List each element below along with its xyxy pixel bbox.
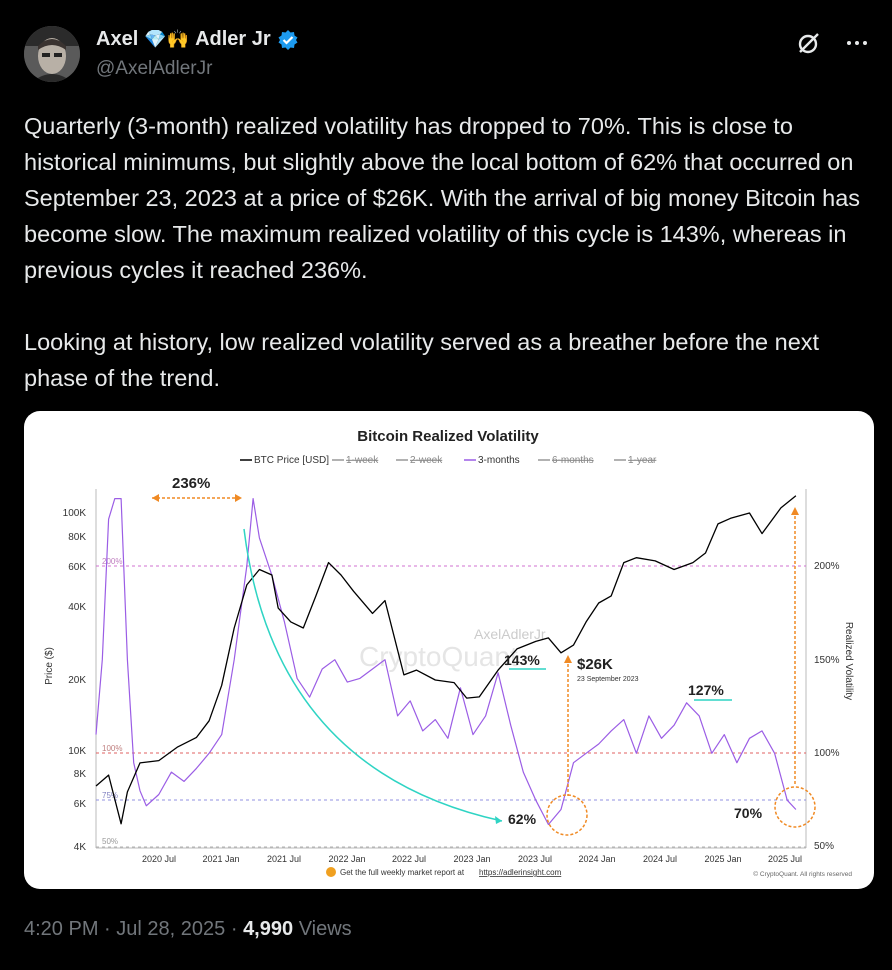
avatar[interactable] bbox=[24, 26, 80, 82]
chart-legend: BTC Price [USD] 1-week 2-week 3-months 6… bbox=[240, 455, 657, 466]
author-name-emoji: 💎🙌 bbox=[144, 29, 190, 49]
meta-separator: · bbox=[230, 918, 238, 940]
verified-badge-icon bbox=[278, 29, 298, 50]
author-name-suffix[interactable]: Adler Jr bbox=[195, 28, 271, 50]
legend-item: 3-months bbox=[478, 455, 520, 466]
y-left-tick: 10K bbox=[68, 746, 86, 757]
ref-label-200: 200% bbox=[102, 557, 122, 566]
legend-item: 1-week bbox=[346, 455, 379, 466]
chart-footer-text: Get the full weekly market report at bbox=[340, 868, 465, 877]
ref-label-50: 50% bbox=[102, 837, 118, 846]
author-name-row[interactable]: Axel 💎🙌 Adler Jr bbox=[96, 28, 299, 51]
x-tick: 2022 Jan bbox=[328, 854, 365, 864]
marker-62-circle bbox=[546, 794, 588, 836]
y-left-ticks: 100K 80K 60K 40K 20K 10K 8K 6K 4K bbox=[63, 508, 87, 853]
more-icon[interactable] bbox=[846, 40, 868, 46]
watermark-logo: CryptoQuant bbox=[359, 641, 518, 672]
annotation-62: 62% bbox=[508, 811, 537, 827]
annotation-127: 127% bbox=[688, 682, 724, 698]
chart-title: Bitcoin Realized Volatility bbox=[357, 428, 539, 445]
y-left-label: Price ($) bbox=[44, 647, 55, 685]
reference-lines: 200% 100% 75% 50% bbox=[96, 557, 806, 848]
x-tick: 2021 Jul bbox=[267, 854, 301, 864]
avatar-image bbox=[24, 26, 80, 82]
grok-icon[interactable] bbox=[796, 30, 822, 56]
author-name[interactable]: Axel bbox=[96, 28, 139, 50]
x-tick: 2021 Jan bbox=[202, 854, 239, 864]
x-ticks: 2020 Jul 2021 Jan 2021 Jul 2022 Jan 2022… bbox=[142, 854, 802, 864]
legend-item: 1-year bbox=[628, 455, 657, 466]
tweet-date[interactable]: Jul 28, 2025 bbox=[116, 918, 226, 940]
price-line bbox=[95, 495, 797, 825]
volatility-chart: Bitcoin Realized Volatility BTC Price [U… bbox=[44, 428, 854, 878]
x-tick: 2020 Jul bbox=[142, 854, 176, 864]
decay-arrow-head bbox=[495, 816, 502, 824]
decay-arrow bbox=[243, 528, 503, 822]
annotation-143: 143% bbox=[504, 652, 540, 668]
footer-bullet-icon bbox=[326, 867, 336, 877]
legend-item: 2-week bbox=[410, 455, 443, 466]
y-left-tick: 6K bbox=[74, 799, 87, 810]
x-tick: 2025 Jan bbox=[704, 854, 741, 864]
views-label: Views bbox=[298, 918, 352, 940]
tweet-time[interactable]: 4:20 PM bbox=[24, 918, 99, 940]
legend-item: BTC Price [USD] bbox=[254, 455, 329, 466]
x-tick: 2024 Jul bbox=[643, 854, 677, 864]
annotation-26k: $26K bbox=[577, 656, 613, 673]
tweet-meta: 4:20 PM · Jul 28, 2025 · 4,990 Views bbox=[24, 918, 352, 941]
x-tick: 2024 Jan bbox=[578, 854, 615, 864]
volatility-line bbox=[95, 497, 797, 826]
peak-bracket-head-left bbox=[152, 494, 159, 502]
annotation-70: 70% bbox=[734, 805, 763, 821]
watermark: AxelAdlerJr bbox=[474, 626, 546, 642]
ref-label-75: 75% bbox=[102, 791, 118, 800]
annotation-date: 23 September 2023 bbox=[577, 676, 639, 683]
chart-image-card[interactable]: Bitcoin Realized Volatility BTC Price [U… bbox=[24, 411, 874, 889]
y-left-tick: 100K bbox=[63, 508, 87, 519]
chart-copyright: © CryptoQuant. All rights reserved bbox=[753, 870, 852, 878]
x-tick: 2023 Jan bbox=[453, 854, 490, 864]
legend-item: 6-months bbox=[552, 455, 594, 466]
tweet-text: Quarterly (3-month) realized volatility … bbox=[24, 113, 861, 391]
y-left-tick: 40K bbox=[68, 602, 86, 613]
meta-separator: · bbox=[104, 918, 111, 940]
y-right-tick: 200% bbox=[814, 561, 840, 572]
y-left-tick: 80K bbox=[68, 532, 86, 543]
y-left-tick: 4K bbox=[74, 842, 87, 853]
annotation-236: 236% bbox=[172, 475, 210, 492]
y-right-label: Realized Volatility bbox=[843, 622, 854, 700]
author-handle[interactable]: @AxelAdlerJr bbox=[96, 58, 213, 79]
y-left-tick: 20K bbox=[68, 675, 86, 686]
x-tick: 2023 Jul bbox=[518, 854, 552, 864]
chart-footer-link[interactable]: https://adlerinsight.com bbox=[479, 868, 562, 877]
y-right-tick: 100% bbox=[814, 748, 840, 759]
series-btc-price bbox=[95, 495, 797, 825]
y-right-ticks: 200% 150% 100% 50% bbox=[814, 561, 840, 852]
marker-70-arrow-head bbox=[791, 507, 799, 515]
y-left-tick: 8K bbox=[74, 769, 87, 780]
y-right-tick: 150% bbox=[814, 655, 840, 666]
y-right-tick: 50% bbox=[814, 841, 834, 852]
ref-label-100: 100% bbox=[102, 744, 122, 753]
peak-bracket-head-right bbox=[235, 494, 242, 502]
marker-70-circle bbox=[774, 786, 816, 828]
series-3-months bbox=[95, 497, 797, 826]
views-count: 4,990 bbox=[243, 918, 294, 940]
x-tick: 2022 Jul bbox=[392, 854, 426, 864]
y-left-tick: 60K bbox=[68, 562, 86, 573]
x-tick: 2025 Jul bbox=[768, 854, 802, 864]
marker-26k-arrow-head bbox=[564, 655, 572, 663]
